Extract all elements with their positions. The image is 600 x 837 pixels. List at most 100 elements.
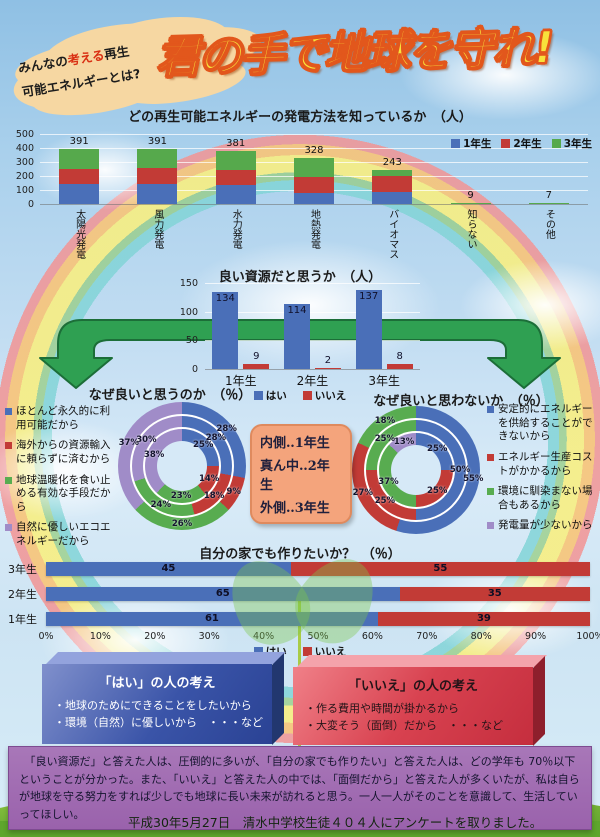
segment-value-label: 39 [476, 613, 491, 624]
gridline [40, 134, 588, 135]
bar-segment [450, 202, 491, 204]
legend-item: 2年生 [501, 136, 542, 151]
legend-item: いいえ [302, 388, 346, 403]
note-line: 真ん中‥2年生 [260, 459, 330, 493]
box-face: 「はい」の人の考え ・地球のためにできることをしたいから ・環境（自然）に優しい… [42, 664, 272, 744]
row-label: 3年生 [8, 563, 37, 576]
x-axis-tick: 10% [89, 631, 111, 642]
box-item: ・大変そう（面倒）だから ・・・など [305, 719, 503, 733]
y-axis-tick: 150 [179, 278, 198, 289]
x-axis-tick: 30% [198, 631, 220, 642]
legend-chip [487, 488, 494, 496]
x-axis: 0% 10% 20% 30% 40% 50% 60% 70% 80% 90% 100% [38, 631, 600, 643]
y-axis-tick: 100 [15, 185, 34, 196]
yes-opinion-box: 「はい」の人の考え ・地球のためにできることをしたいから ・環境（自然）に優しい… [42, 652, 286, 745]
bar-segment [137, 183, 178, 204]
box-bevel-side [272, 653, 284, 745]
bar-value-label: 134 [215, 293, 235, 305]
donut-percent-label: 55% [463, 474, 484, 485]
x-axis-tick: 20% [144, 631, 166, 642]
yes-segment: 65 [46, 587, 400, 601]
box-item: ・作る費用や時間が掛かるから [305, 702, 459, 715]
segment-value-label: 61 [204, 613, 219, 624]
reason-text: 海外からの資源輸入に頼らずに済むから [16, 439, 111, 465]
bar-segment [59, 169, 100, 185]
no-segment: 39 [377, 612, 590, 626]
row-label: 2年生 [8, 588, 37, 601]
legend-label: 2年生 [513, 138, 542, 150]
legend-chip [253, 647, 263, 656]
reason-item: 海外からの資源輸入に頼らずに済むから [5, 439, 118, 466]
donut-percent-label: 14% [198, 473, 220, 484]
segment-value-label: 65 [215, 588, 230, 599]
donut-percent-label: 30% [136, 435, 157, 446]
bar-segment [372, 191, 413, 204]
bar-segment [59, 149, 100, 170]
reason-item: ほとんど永久的に利用可能だから [5, 405, 118, 432]
bar-group: 137 8 [355, 290, 413, 369]
donut-percent-label: 24% [150, 499, 171, 510]
bar-column: 9 [450, 134, 491, 204]
legend-chip [487, 453, 494, 461]
legend-chip [5, 442, 12, 450]
donut-percent-label: 18% [203, 491, 225, 502]
ring-key-note: 内側‥1年生 真ん中‥2年生 外側‥3年生 [250, 424, 352, 524]
gridline [205, 369, 420, 370]
legend-label: はい [265, 390, 287, 402]
segment-value-label: 45 [161, 563, 176, 574]
yes-bar: 137 [355, 290, 382, 369]
donut-percent-label: 18% [374, 416, 396, 427]
x-axis-tick: 70% [416, 631, 438, 642]
donut-percent-label: 13% [393, 437, 415, 448]
legend-item: はい [253, 388, 287, 403]
bar-column: 7 [528, 134, 569, 204]
segment-value-label: 55 [433, 563, 448, 574]
bar-value-label: 8 [396, 351, 403, 363]
x-axis-tick: 40% [253, 631, 275, 642]
reason-text: 発電量が少ないから [498, 519, 593, 532]
make-at-home-chart: 自分の家でも作りたいか？ （％） 3年生 45 55 2年生 65 35 1年生 61 39 0… [0, 543, 600, 658]
chart-title: なぜ良いと思うのか （％） [88, 388, 252, 403]
bar-column: 391 [59, 134, 100, 204]
bar-track: 61 39 [46, 612, 590, 626]
row-label: 1年生 [8, 613, 37, 626]
donut-hole [157, 441, 207, 491]
x-axis-tick: 50% [307, 631, 329, 642]
segment-value-label: 35 [487, 588, 502, 599]
bar-row: 1年生 61 39 [0, 611, 600, 627]
bar-total-label: 391 [147, 136, 167, 148]
reason-item: 安定的にエネルギーを供給することができないから [487, 403, 597, 444]
category-label: 知らない [465, 209, 477, 249]
chart-title: なぜ良いと思わないか （％） [373, 394, 549, 409]
box-title: 「いいえ」の人の考え [347, 679, 478, 694]
reason-text: ほとんど永久的に利用可能だから [16, 405, 111, 431]
box-bevel-top [297, 655, 547, 667]
donut-percent-label: 25% [193, 439, 214, 450]
legend-label: 3年生 [563, 138, 592, 150]
category-label: バイオマス [386, 209, 398, 259]
category-label: 地熱発電 [308, 209, 320, 249]
bar-track: 45 55 [46, 562, 590, 576]
why-not-good-donut-chart: 25% 25% 37% 13% 50% 25% 25% 55% 27% 18% [352, 406, 484, 534]
legend: 1年生 2年生 3年生 [451, 136, 592, 151]
legend-chip [5, 524, 12, 532]
bar-row: 3年生 45 55 [0, 561, 600, 577]
poster-title: 君の手で地球を守れ! [155, 22, 554, 85]
yes-segment: 61 [46, 612, 378, 626]
x-axis: 太陽光発電 風力発電 水力発電 地熱発電 バイオマス 知らない その他 [40, 209, 588, 259]
legend-chip [487, 406, 494, 413]
bars: 134 9 114 2 137 8 [205, 283, 420, 369]
x-axis-tick: 0% [38, 631, 54, 642]
donut-percent-label: 28% [216, 424, 237, 435]
donut-percent-label: 37% [118, 437, 139, 448]
legend-chip [5, 408, 12, 415]
y-axis-tick: 400 [15, 143, 34, 154]
bar-row: 2年生 65 35 [0, 586, 600, 602]
no-segment: 55 [290, 562, 590, 576]
bar-total-label: 328 [304, 145, 324, 157]
donut-percent-label: 25% [427, 486, 448, 497]
legend: はい いいえ [0, 388, 600, 403]
chart-title: 自分の家でも作りたいか？ （％） [199, 547, 401, 562]
y-axis-tick: 500 [15, 129, 34, 140]
x-axis: 1年生 2年生 3年生 [205, 372, 420, 389]
